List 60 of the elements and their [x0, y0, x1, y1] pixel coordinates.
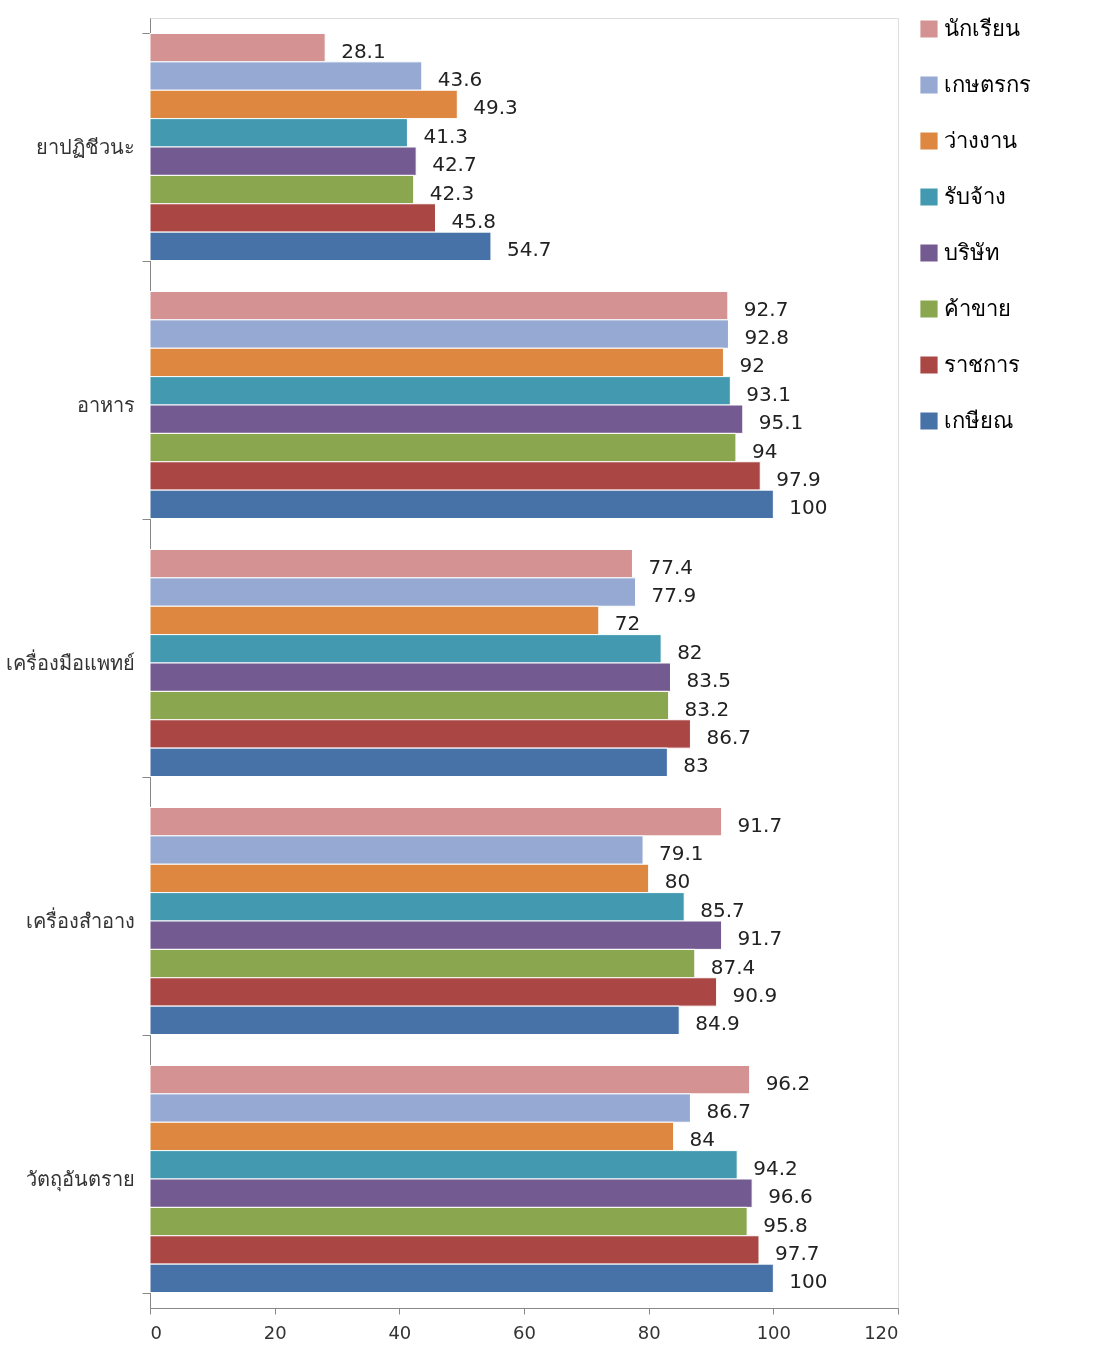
data-label: 93.1 [746, 381, 791, 406]
data-label: 92.7 [743, 296, 789, 321]
data-label: 42.7 [432, 152, 477, 177]
x-tick-label: 40 [388, 1321, 412, 1343]
data-label: 28.1 [341, 38, 386, 63]
x-tick-label: 20 [263, 1321, 287, 1343]
legend-label: บริษัท [944, 240, 1000, 265]
data-label: 94 [751, 438, 778, 463]
data-label: 90.9 [732, 982, 778, 1007]
data-label: 86.7 [706, 724, 751, 749]
x-tick-label: 100 [756, 1321, 792, 1343]
legend-label: รับจ้าง [944, 184, 1006, 209]
data-label: 97.7 [775, 1240, 820, 1265]
data-label: 54.7 [506, 237, 552, 262]
data-label: 95.8 [763, 1212, 808, 1237]
data-label: 77.9 [651, 583, 697, 608]
data-label: 79.1 [659, 841, 704, 866]
x-tick-label: 0 [150, 1321, 162, 1343]
data-label: 100 [789, 495, 828, 520]
data-label: 86.7 [706, 1099, 751, 1124]
data-label: 45.8 [451, 208, 497, 233]
legend-label: นักเรียน [944, 16, 1020, 41]
data-label: 83 [683, 753, 709, 778]
data-label: 72 [614, 611, 641, 636]
data-label: 87.4 [710, 954, 756, 979]
legend-label: ราชการ [944, 352, 1020, 377]
data-label: 85.7 [700, 897, 745, 922]
legend-label: ค้าขาย [944, 296, 1011, 321]
data-label: 41.3 [423, 123, 468, 148]
x-tick-label: 60 [513, 1321, 536, 1343]
data-label: 96.2 [765, 1070, 811, 1095]
data-label: 49.3 [473, 95, 518, 120]
data-label: 92 [739, 353, 765, 378]
data-label: 77.4 [648, 554, 693, 579]
data-label: 94.2 [753, 1155, 798, 1180]
data-label: 84.9 [695, 1011, 740, 1036]
data-label: 91.7 [737, 812, 783, 837]
legend-label: ว่างงาน [944, 128, 1017, 153]
data-label: 100 [789, 1269, 828, 1294]
data-label: 91.7 [737, 926, 783, 951]
x-tick-label: 120 [864, 1321, 899, 1343]
y-tick-label: ยาปฏิชีวนะ [35, 134, 135, 159]
y-tick-label: วัตถุอันตราย [25, 1166, 135, 1192]
data-label: 95.1 [758, 410, 804, 435]
data-label: 42.3 [429, 180, 475, 205]
y-tick-label: เครื่องมือแพทย์ [5, 648, 135, 675]
x-tick-label: 80 [637, 1321, 661, 1343]
data-label: 84 [689, 1127, 716, 1152]
data-label: 83.5 [686, 668, 732, 693]
data-label: 92.8 [744, 325, 789, 350]
y-tick-label: อาหาร [76, 392, 135, 417]
data-label: 43.6 [437, 67, 483, 92]
data-label: 80 [664, 869, 691, 894]
legend-label: เกษียณ [944, 408, 1013, 433]
y-tick-label: เครื่องสำอาง [25, 906, 135, 933]
legend-label: เกษตรกร [944, 72, 1031, 97]
data-label: 96.6 [768, 1184, 813, 1209]
data-label: 83.2 [684, 696, 730, 721]
data-label: 97.9 [776, 466, 821, 491]
data-label: 82 [677, 639, 703, 664]
